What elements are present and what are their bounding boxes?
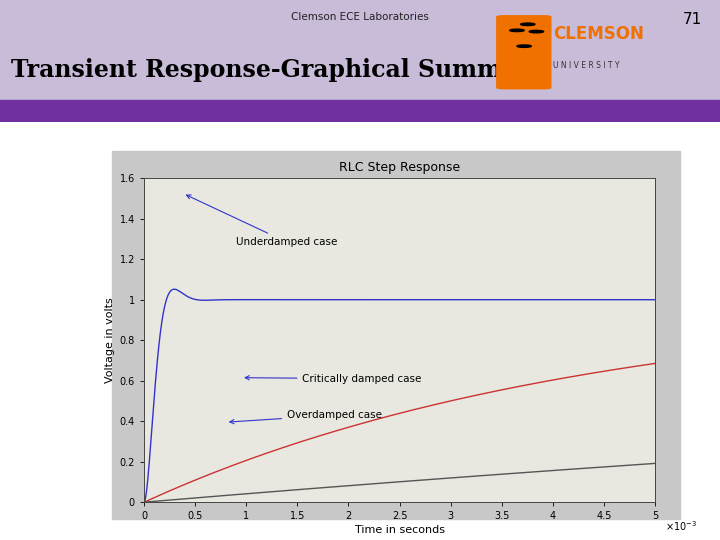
- Text: Clemson ECE Laboratories: Clemson ECE Laboratories: [291, 12, 429, 22]
- Circle shape: [517, 45, 531, 48]
- Bar: [0, 0, 720, 99]
- Text: Transient Response-Graphical Summary: Transient Response-Graphical Summary: [11, 58, 543, 83]
- Circle shape: [521, 23, 535, 25]
- Text: Critically damped case: Critically damped case: [245, 374, 422, 384]
- Text: 71: 71: [683, 12, 702, 27]
- FancyBboxPatch shape: [497, 16, 551, 89]
- Y-axis label: Voltage in volts: Voltage in volts: [105, 298, 115, 383]
- Text: Underdamped case: Underdamped case: [186, 195, 338, 247]
- Circle shape: [529, 30, 544, 33]
- X-axis label: Time in seconds: Time in seconds: [354, 525, 444, 535]
- Text: $\times 10^{-3}$: $\times 10^{-3}$: [665, 519, 698, 534]
- Bar: [112, 151, 680, 519]
- Text: CLEMSON: CLEMSON: [553, 25, 644, 43]
- Text: U N I V E R S I T Y: U N I V E R S I T Y: [553, 61, 619, 70]
- Text: Overdamped case: Overdamped case: [230, 410, 382, 424]
- Title: RLC Step Response: RLC Step Response: [339, 161, 460, 174]
- Bar: [0, 99, 720, 122]
- Circle shape: [510, 29, 524, 31]
